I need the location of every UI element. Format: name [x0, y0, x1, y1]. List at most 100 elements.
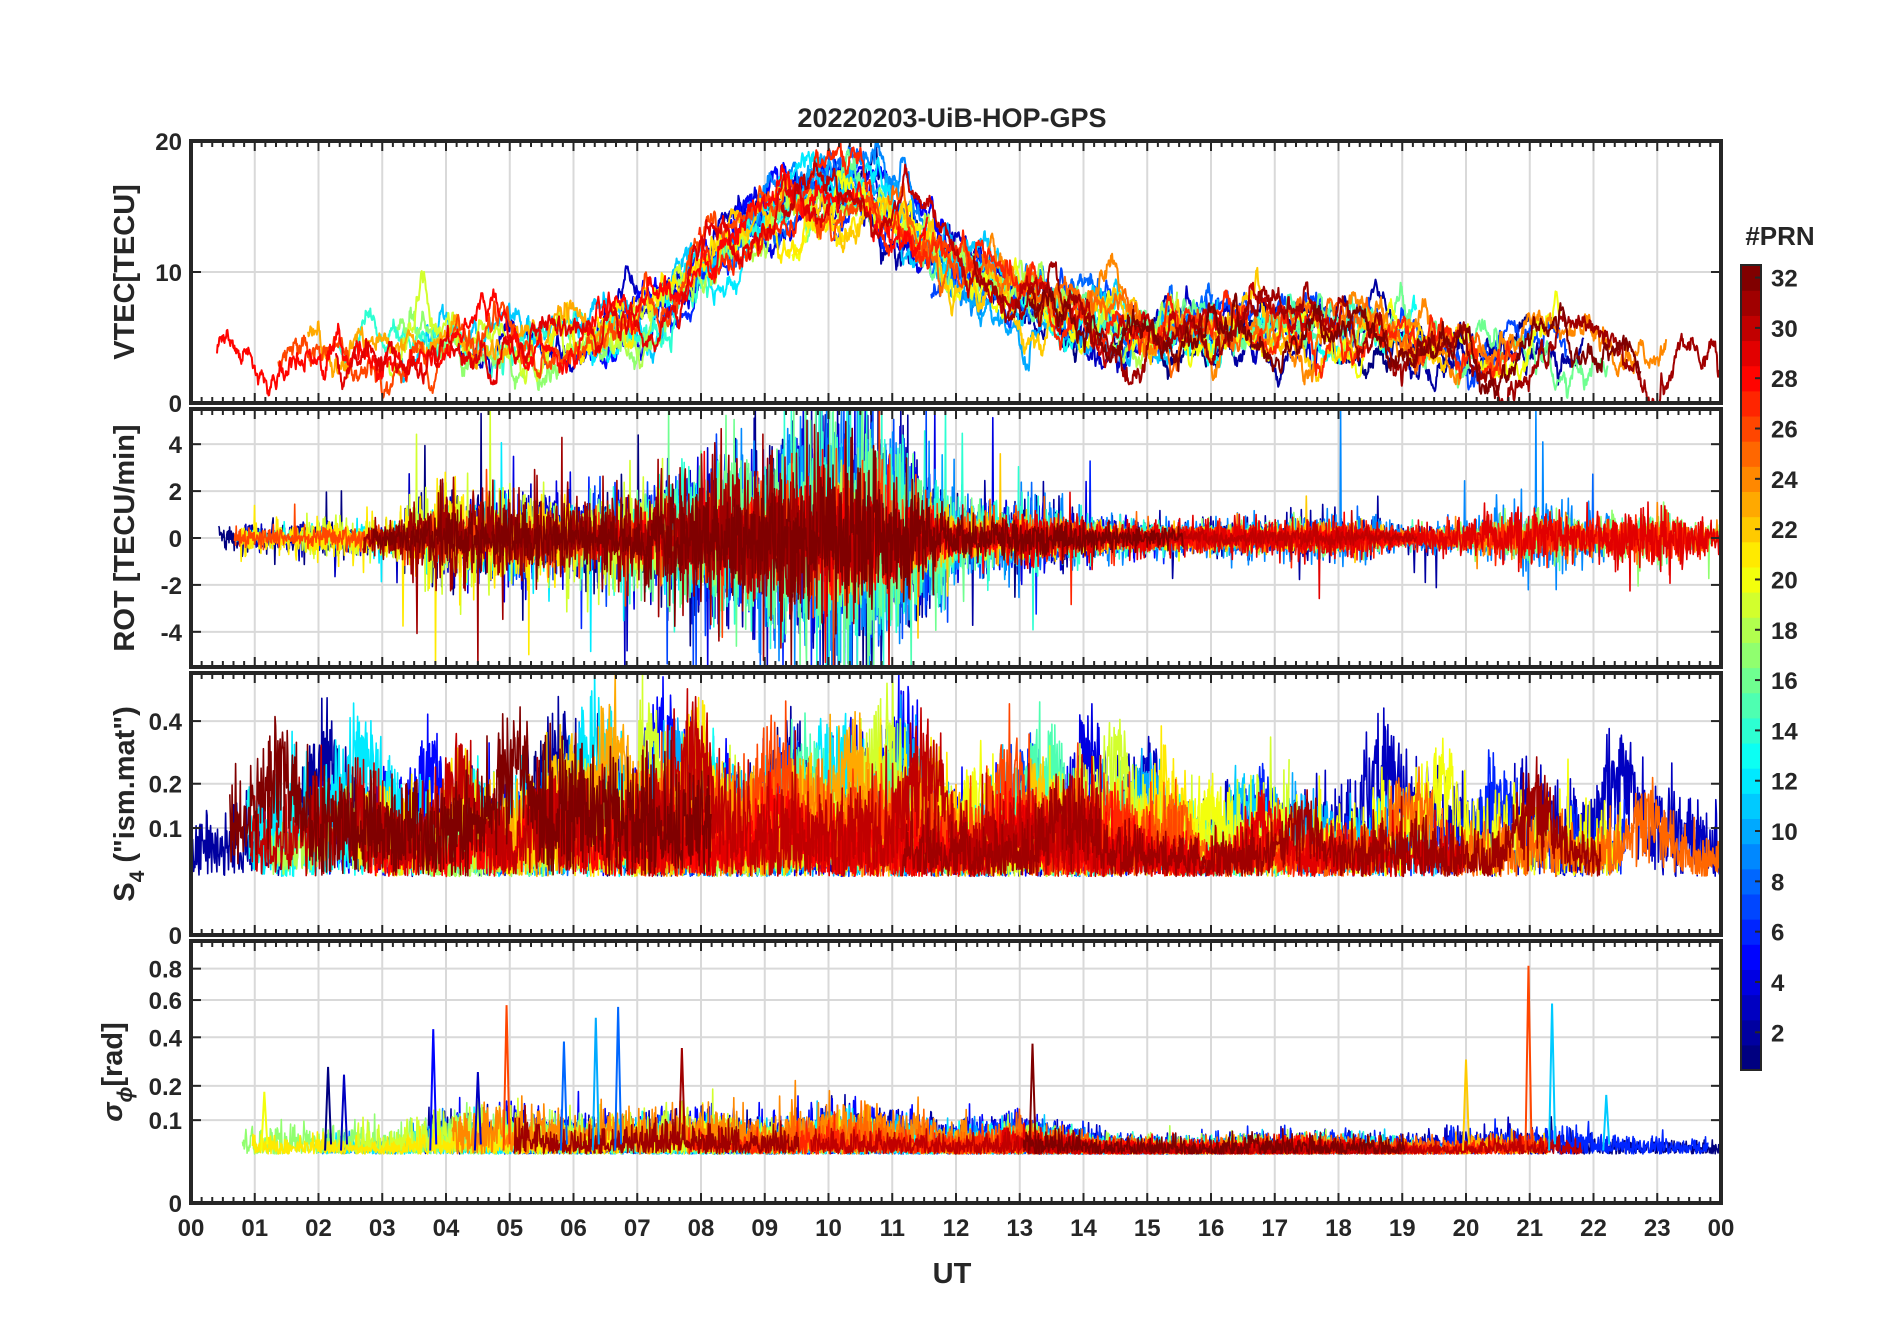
colorbar-segment: [1741, 592, 1761, 618]
sigma_phi-y-tick-label: 0.6: [149, 988, 182, 1015]
colorbar-tick-label: 12: [1771, 769, 1798, 796]
s4-y-axis-label-main: S: [109, 882, 141, 901]
x-tick-label: 08: [688, 1215, 715, 1242]
colorbar-title: #PRN: [1745, 221, 1814, 251]
sigma_phi-series-prn-32: [1022, 1119, 1406, 1155]
vtec-series-prn-29: [334, 173, 832, 391]
sigma_phi-spike-7: [591, 1017, 600, 1151]
vtec-y-tick-label: 20: [155, 129, 182, 156]
x-tick-label: 06: [560, 1215, 587, 1242]
x-tick-label: 20: [1453, 1215, 1480, 1242]
colorbar-segment: [1741, 265, 1761, 291]
vtec-series-prn-23: [307, 296, 636, 379]
vtec-series-prn-31: [972, 255, 1721, 403]
colorbar-segment: [1741, 491, 1761, 518]
rot-series-prn-32: [372, 420, 1184, 667]
sigma_phi-y-axis-label-sub: ϕ: [114, 1087, 137, 1103]
colorbar-segment: [1741, 340, 1761, 367]
colorbar-segment: [1741, 441, 1761, 467]
x-tick-label: 01: [241, 1215, 268, 1242]
x-tick-label: 10: [815, 1215, 842, 1242]
series-layer: [191, 141, 1721, 1155]
x-tick-label: 11: [880, 1215, 905, 1242]
sigma_phi-spike-8: [614, 1006, 623, 1151]
colorbar-tick-label: 2: [1771, 1020, 1784, 1047]
x-tick-label: 03: [369, 1215, 396, 1242]
colorbar-segment: [1741, 290, 1761, 316]
x-tick-label: 07: [624, 1215, 651, 1242]
x-tick-label: 14: [1070, 1215, 1097, 1242]
x-tick-label: 23: [1644, 1215, 1671, 1242]
x-tick-label: 19: [1389, 1215, 1416, 1242]
s4-y-tick-label: 0.4: [149, 709, 183, 736]
colorbar-segment: [1741, 541, 1761, 568]
colorbar-segment: [1741, 944, 1761, 970]
s4-y-tick-label: 0: [169, 923, 182, 950]
colorbar-segment: [1741, 516, 1761, 543]
s4-series-group: [191, 673, 1721, 878]
colorbar-segment: [1741, 617, 1761, 643]
rot-y-axis-label: ROT [TECU/min]: [109, 424, 141, 651]
colorbar-segment: [1741, 390, 1761, 417]
colorbar-tick-label: 10: [1771, 819, 1798, 846]
colorbar-tick-label: 18: [1771, 618, 1798, 645]
sigma_phi-y-tick-label: 0.4: [149, 1025, 183, 1052]
colorbar-tick-label: 14: [1771, 718, 1798, 745]
colorbar-tick-label: 24: [1771, 467, 1798, 494]
colorbar-segment: [1741, 667, 1761, 694]
colorbar-segment: [1741, 566, 1761, 593]
vtec-series-group: [216, 141, 1721, 403]
colorbar-segment: [1741, 843, 1761, 870]
sigma_phi-spike-11: [1462, 1059, 1470, 1151]
s4-series-prn-32: [229, 706, 712, 877]
vtec-y-axis-label: VTEC[TECU]: [109, 184, 141, 360]
x-tick-label: 05: [496, 1215, 523, 1242]
x-tick-label: 13: [1006, 1215, 1033, 1242]
x-tick-label: 00: [1708, 1215, 1735, 1242]
colorbar-segment: [1741, 818, 1761, 845]
sigma_phi-y-axis-label-main: σ: [97, 1101, 129, 1122]
colorbar-tick-label: 4: [1771, 970, 1785, 997]
sigma_phi-spike-6: [559, 1041, 568, 1151]
colorbar-segment: [1741, 868, 1761, 895]
sigma_phi-spike-9: [677, 1047, 686, 1151]
s4-y-tick-label: 0.2: [149, 772, 182, 799]
rot-y-tick-label: 4: [169, 432, 183, 459]
colorbar-segment: [1741, 315, 1761, 342]
x-tick-label: 12: [943, 1215, 970, 1242]
s4-y-tick-label: 0.1: [149, 816, 182, 843]
sigma_phi-y-tick-label: 0.1: [149, 1108, 182, 1135]
colorbar-tick-label: 30: [1771, 316, 1798, 343]
sigma_phi-spike-12: [1524, 965, 1533, 1151]
x-tick-label: 04: [433, 1215, 460, 1242]
sigma_phi-y-tick-label: 0.2: [149, 1074, 182, 1101]
colorbar-segment: [1741, 742, 1761, 769]
sigma_phi-y-tick-label: 0.8: [149, 957, 182, 984]
colorbar-segment: [1741, 1019, 1761, 1046]
x-tick-label: 21: [1516, 1215, 1543, 1242]
vtec-y-tick-label: 10: [155, 260, 182, 287]
sigma_phi-spike-3: [429, 1029, 438, 1151]
x-tick-label: 17: [1261, 1215, 1288, 1242]
sigma_phi-spike-1: [324, 1066, 333, 1151]
colorbar-segment: [1741, 466, 1761, 493]
x-tick-label: 00: [178, 1215, 205, 1242]
sigma_phi-spike-10: [1028, 1043, 1037, 1151]
colorbar-segment: [1741, 1044, 1761, 1071]
sigma_phi-spike-14: [1602, 1094, 1611, 1151]
sigma_phi-series-group: [241, 965, 1721, 1155]
colorbar-tick-label: 28: [1771, 366, 1798, 393]
x-tick-label: 22: [1580, 1215, 1607, 1242]
sigma_phi-y-tick-label: 0: [169, 1191, 182, 1218]
chart-title: 20220203-UiB-HOP-GPS: [797, 103, 1106, 133]
s4-y-axis-label-sub: 4: [126, 870, 149, 882]
x-tick-label: 15: [1134, 1215, 1161, 1242]
sigma_phi-spike-13: [1548, 1003, 1557, 1151]
sigma_phi-y-axis-label: σϕ[rad]: [97, 1022, 137, 1122]
rot-y-tick-label: 0: [169, 526, 182, 553]
x-tick-label: 16: [1198, 1215, 1225, 1242]
rot-series-group: [217, 409, 1721, 667]
colorbar-segment: [1741, 692, 1761, 719]
